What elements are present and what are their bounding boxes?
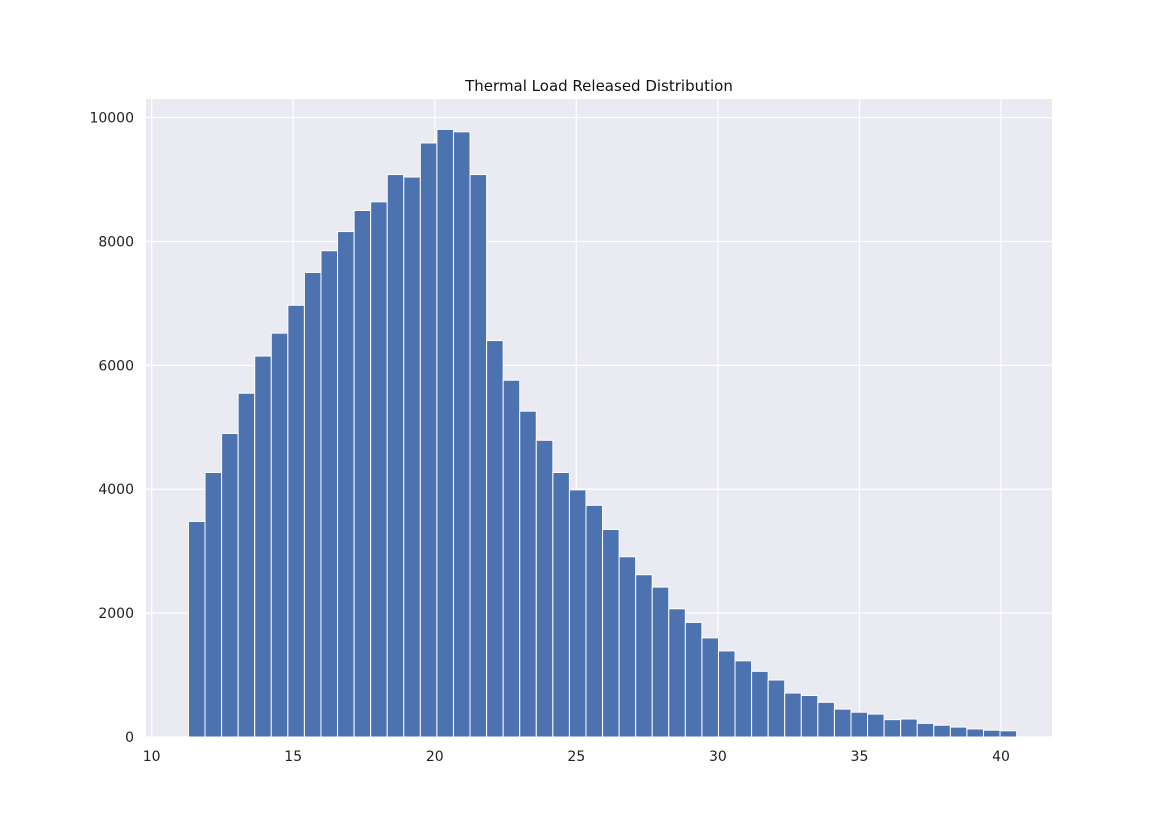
histogram-bar: [800, 694, 819, 738]
histogram-bar: [867, 713, 885, 738]
histogram-bar: [701, 637, 719, 738]
histogram-bar: [602, 528, 620, 738]
histogram-bar: [353, 209, 372, 738]
histogram-bar: [949, 726, 968, 738]
histogram-bar: [916, 722, 935, 738]
histogram-bar: [999, 730, 1018, 738]
histogram-bar: [767, 679, 786, 738]
histogram-bar: [419, 142, 438, 738]
histogram-bar: [403, 176, 421, 738]
histogram-bar: [320, 250, 339, 738]
histogram-bar: [966, 728, 984, 738]
histogram-bar: [585, 504, 604, 738]
y-tick-label: 0: [125, 730, 134, 746]
histogram-bar: [270, 332, 289, 738]
histogram-bar: [486, 340, 504, 738]
histogram-bar: [436, 128, 454, 738]
x-axis-ticks: 10 15 20 25 30 35 40: [143, 749, 1010, 765]
y-axis-ticks: 0 2000 4000 6000 8000 10000: [89, 111, 134, 746]
histogram-bar: [817, 701, 835, 738]
y-tick-label: 2000: [98, 606, 134, 622]
x-tick-label: 40: [992, 749, 1010, 765]
histogram-bar: [370, 201, 388, 738]
histogram-bar: [469, 174, 488, 738]
histogram-bar: [287, 304, 305, 738]
histogram-bar: [502, 379, 521, 738]
histogram-bar: [717, 650, 736, 738]
histogram-bar: [933, 724, 951, 738]
histogram-bar: [982, 729, 1001, 738]
histogram-bar: [618, 556, 637, 738]
histogram-bar: [303, 271, 322, 738]
histogram-bar: [684, 621, 703, 738]
histogram-bar: [237, 392, 256, 738]
histogram-bar: [883, 719, 902, 738]
x-tick-label: 30: [709, 749, 727, 765]
histogram-bar: [751, 670, 769, 738]
chart-title: Thermal Load Released Distribution: [464, 77, 733, 95]
x-tick-label: 35: [851, 749, 869, 765]
histogram-bar: [221, 432, 239, 738]
histogram-bar: [204, 472, 223, 738]
x-tick-label: 20: [426, 749, 444, 765]
histogram-bar: [552, 472, 570, 738]
x-tick-label: 25: [567, 749, 585, 765]
histogram-bar: [254, 355, 272, 738]
histogram-bar: [337, 231, 355, 738]
histogram-bar: [187, 520, 206, 738]
histogram-bar: [784, 692, 802, 738]
histogram-bar: [850, 711, 869, 738]
histogram-bar: [635, 574, 653, 738]
y-tick-label: 4000: [98, 482, 134, 498]
x-tick-label: 10: [143, 749, 161, 765]
histogram-bar: [535, 439, 554, 738]
histogram-bar: [734, 660, 753, 738]
bars: [187, 128, 1018, 738]
histogram-bar: [568, 489, 587, 738]
histogram-bar: [900, 718, 918, 738]
histogram-bar: [452, 131, 471, 738]
y-tick-label: 10000: [89, 111, 134, 127]
histogram-bar: [519, 410, 537, 738]
x-tick-label: 15: [284, 749, 302, 765]
histogram-bar: [386, 174, 405, 738]
y-tick-label: 6000: [98, 358, 134, 374]
y-tick-label: 8000: [98, 234, 134, 250]
histogram-bar: [668, 608, 686, 738]
histogram-bar: [833, 708, 852, 738]
histogram-bar: [651, 586, 670, 738]
